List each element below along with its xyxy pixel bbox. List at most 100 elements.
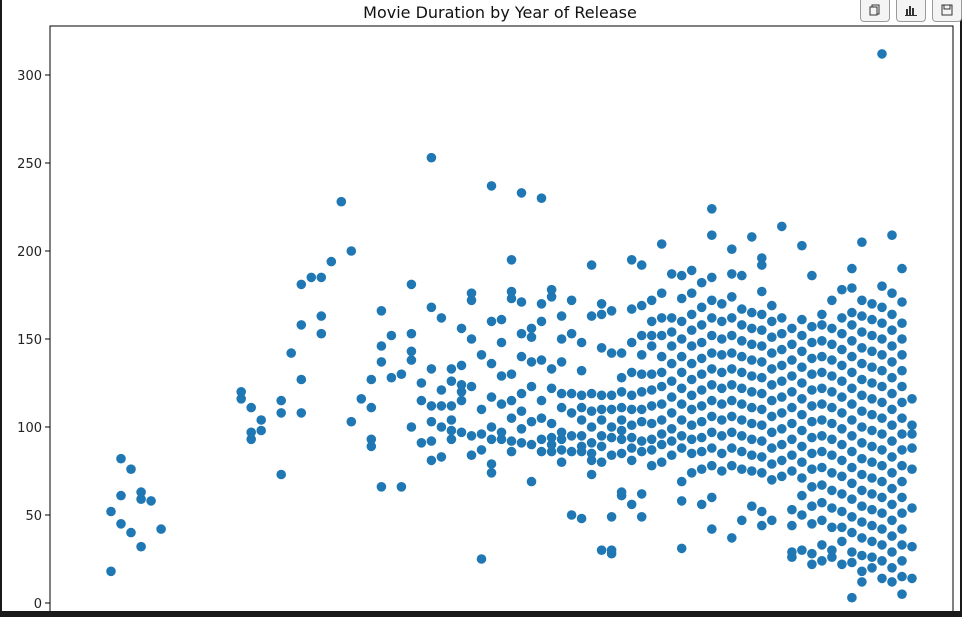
data-point bbox=[707, 295, 717, 306]
data-point bbox=[606, 450, 617, 461]
data-point bbox=[887, 230, 897, 240]
data-point bbox=[536, 395, 547, 406]
data-point bbox=[676, 415, 687, 425]
data-point bbox=[466, 431, 477, 441]
data-point bbox=[887, 547, 897, 557]
data-point bbox=[556, 334, 567, 344]
chart-button[interactable] bbox=[896, 0, 926, 22]
data-point bbox=[807, 519, 817, 529]
data-point bbox=[837, 376, 847, 387]
data-point bbox=[807, 337, 817, 348]
data-point bbox=[516, 188, 527, 198]
data-point bbox=[847, 415, 857, 425]
data-point bbox=[696, 302, 707, 313]
data-point bbox=[857, 374, 867, 385]
data-point bbox=[536, 446, 547, 457]
data-point bbox=[737, 367, 747, 378]
data-point bbox=[686, 390, 697, 401]
data-point bbox=[827, 355, 837, 365]
data-point bbox=[666, 269, 677, 279]
data-point bbox=[646, 369, 657, 380]
data-point bbox=[737, 304, 747, 314]
data-point bbox=[837, 313, 847, 323]
data-point bbox=[827, 434, 837, 445]
data-point bbox=[787, 450, 797, 461]
data-point bbox=[376, 341, 387, 351]
data-point bbox=[867, 330, 877, 341]
data-point bbox=[827, 402, 837, 413]
data-point bbox=[857, 406, 867, 417]
data-point bbox=[757, 506, 767, 517]
data-point bbox=[907, 420, 917, 431]
data-point bbox=[707, 427, 717, 438]
data-point bbox=[797, 314, 807, 325]
data-point bbox=[897, 571, 907, 582]
data-point bbox=[646, 460, 657, 471]
data-point bbox=[436, 385, 447, 395]
data-point bbox=[556, 427, 567, 438]
data-point bbox=[837, 439, 847, 450]
data-point bbox=[887, 468, 897, 478]
data-point bbox=[296, 279, 307, 290]
data-point bbox=[656, 415, 667, 425]
data-point bbox=[827, 545, 837, 555]
y-tick-label: 300 bbox=[17, 69, 42, 84]
data-point bbox=[877, 540, 887, 550]
data-point bbox=[526, 476, 537, 487]
data-point bbox=[777, 376, 787, 387]
data-point bbox=[506, 446, 517, 457]
data-point bbox=[296, 374, 307, 385]
data-point bbox=[787, 355, 797, 365]
data-point bbox=[807, 464, 817, 475]
data-point bbox=[236, 387, 246, 397]
data-point bbox=[496, 434, 507, 445]
data-point bbox=[767, 348, 777, 358]
data-point bbox=[897, 318, 907, 329]
data-point bbox=[406, 346, 417, 357]
data-point bbox=[857, 343, 867, 353]
data-point bbox=[696, 401, 707, 411]
data-point bbox=[857, 517, 867, 527]
data-point bbox=[626, 337, 637, 348]
data-point bbox=[797, 409, 807, 420]
copy-button[interactable] bbox=[860, 0, 890, 22]
data-point bbox=[847, 446, 857, 457]
data-point bbox=[877, 492, 887, 503]
data-point bbox=[797, 346, 807, 357]
data-point bbox=[696, 369, 707, 380]
data-point bbox=[566, 431, 577, 441]
data-point bbox=[827, 323, 837, 334]
data-point bbox=[646, 434, 657, 445]
save-button[interactable] bbox=[932, 0, 962, 22]
data-point bbox=[887, 420, 897, 431]
data-point bbox=[666, 358, 677, 369]
data-point bbox=[787, 520, 797, 531]
data-point bbox=[727, 427, 737, 438]
data-point bbox=[877, 365, 887, 376]
data-point bbox=[737, 351, 747, 362]
data-point bbox=[717, 299, 727, 309]
data-point bbox=[757, 309, 767, 320]
data-point bbox=[516, 424, 527, 434]
data-point bbox=[546, 284, 557, 295]
data-point bbox=[727, 364, 737, 374]
data-point bbox=[877, 397, 887, 408]
data-point bbox=[406, 355, 417, 365]
data-point bbox=[747, 323, 757, 334]
data-point bbox=[656, 429, 667, 439]
data-point bbox=[857, 358, 867, 369]
data-point bbox=[366, 441, 377, 452]
data-point bbox=[416, 395, 427, 406]
data-point bbox=[737, 383, 747, 394]
data-point bbox=[676, 270, 687, 281]
data-point bbox=[847, 320, 857, 330]
data-point bbox=[897, 589, 907, 599]
data-point bbox=[646, 295, 657, 306]
data-point bbox=[306, 272, 317, 283]
data-points bbox=[106, 49, 917, 603]
data-point bbox=[686, 468, 697, 478]
data-point bbox=[737, 446, 747, 457]
data-point bbox=[626, 499, 637, 510]
data-point bbox=[747, 402, 757, 413]
data-point bbox=[646, 316, 657, 327]
